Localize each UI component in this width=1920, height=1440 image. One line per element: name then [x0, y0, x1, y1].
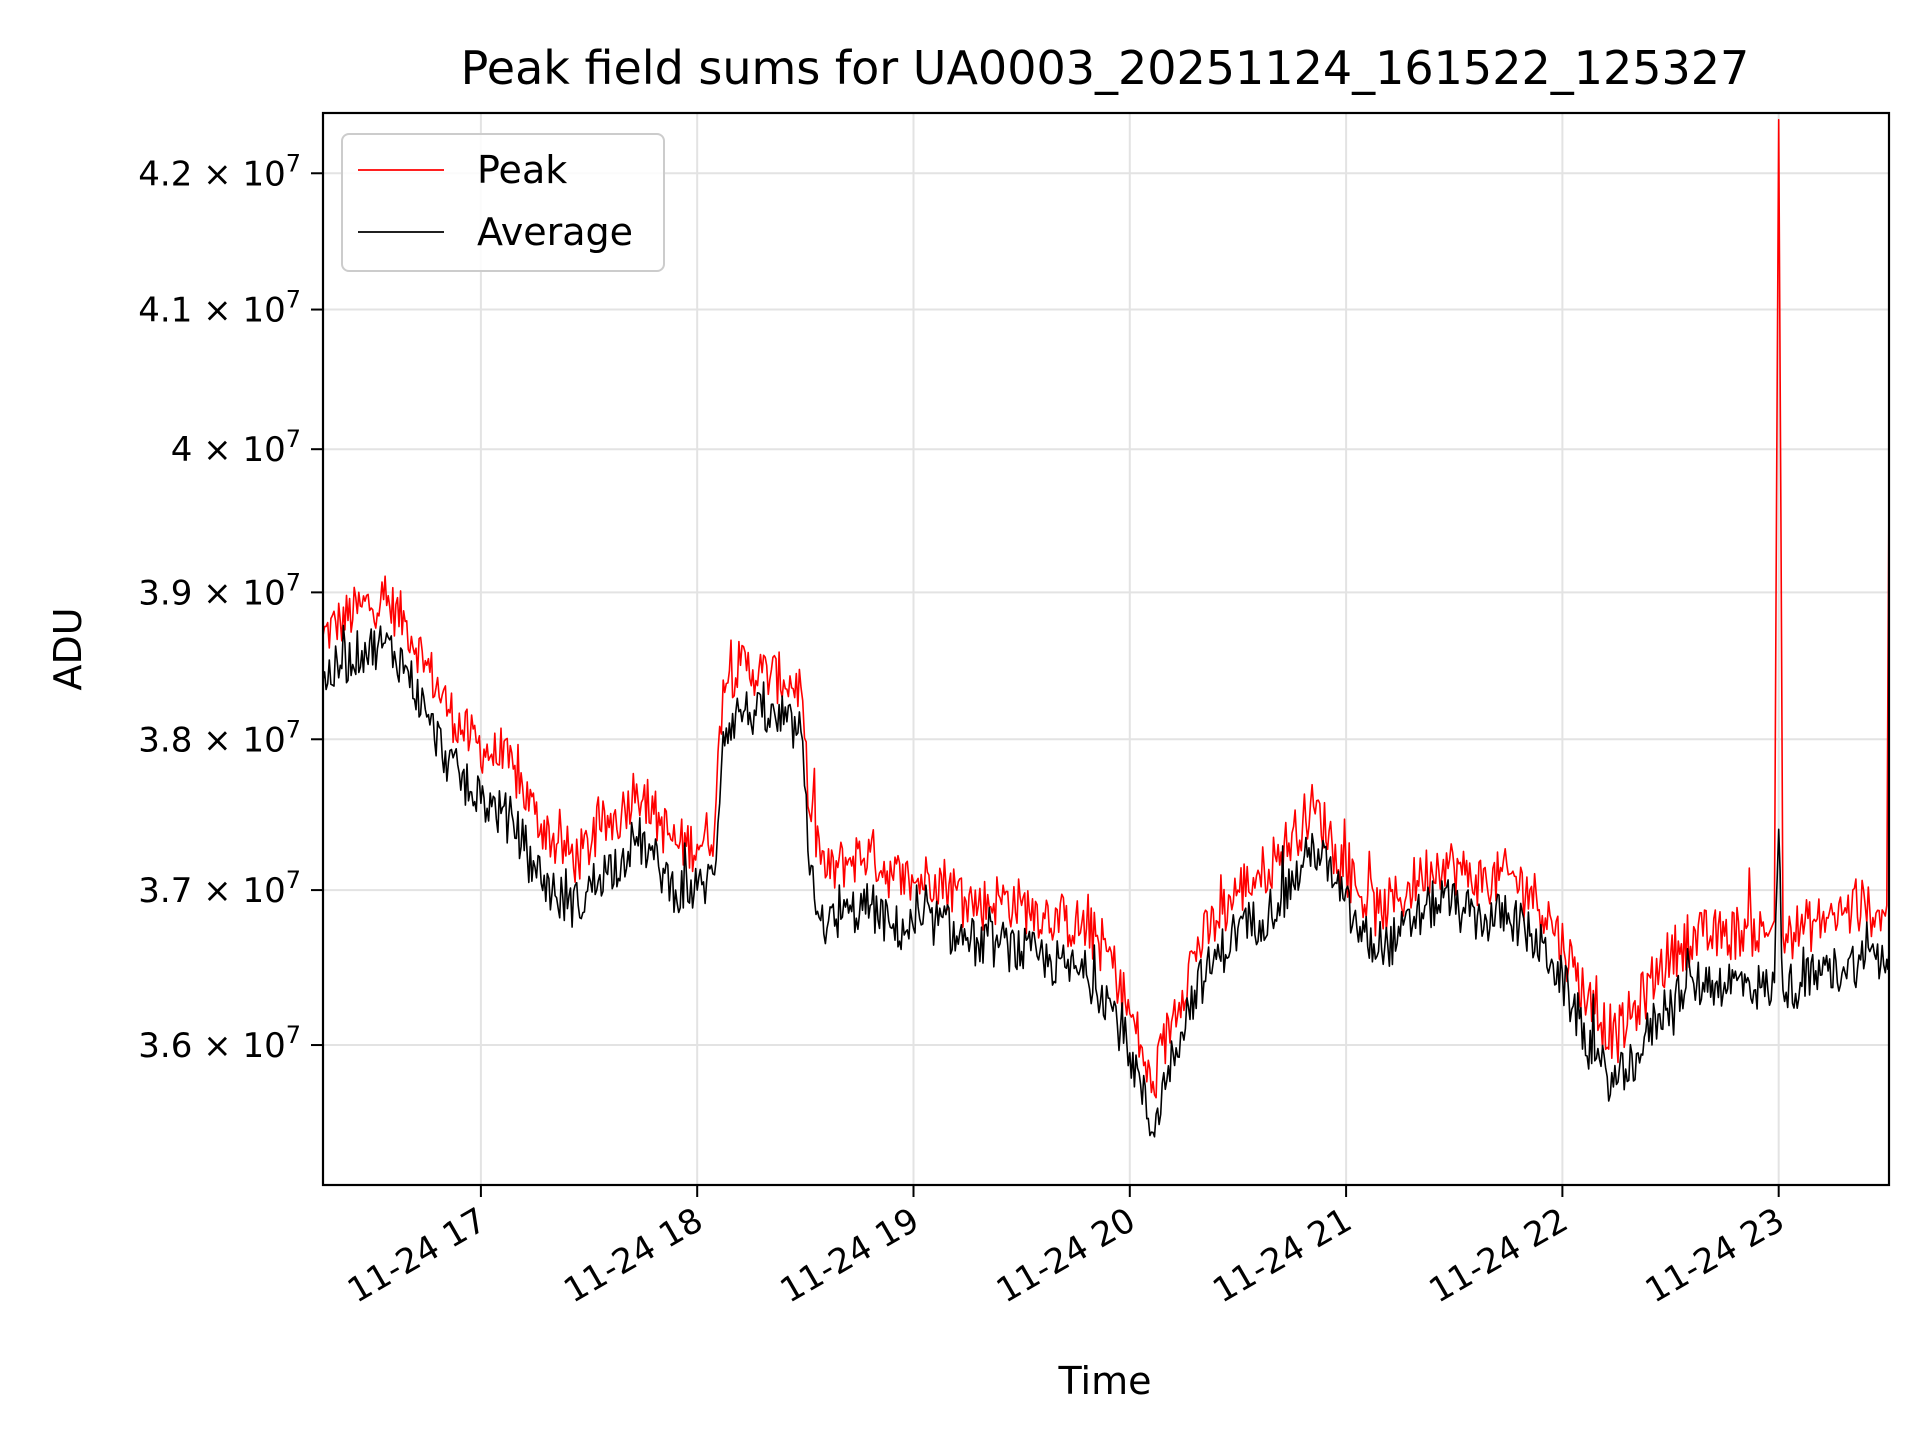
- average-series-line: [322, 624, 1890, 1138]
- y-tick-label: 3.6 × 107: [138, 1021, 301, 1066]
- chart-title: Peak field sums for UA0003_20251124_1615…: [461, 41, 1750, 95]
- legend-average-label: Average: [477, 210, 633, 254]
- y-tick-label: 4.1 × 107: [138, 286, 301, 331]
- x-axis-label: Time: [1058, 1359, 1152, 1403]
- y-tick-label: 4 × 107: [171, 425, 301, 470]
- y-tick-label: 3.8 × 107: [138, 715, 301, 760]
- legend: Peak Average: [341, 133, 665, 272]
- grid: [323, 113, 1889, 1185]
- plot-frame: [321, 111, 1891, 1187]
- y-axis-label: ADU: [46, 607, 90, 690]
- legend-peak-label: Peak: [477, 148, 567, 192]
- y-tick-label: 3.7 × 107: [138, 866, 301, 911]
- series-layer: [322, 118, 1890, 1138]
- peak-series-line: [322, 118, 1890, 1099]
- y-axis: 3.6 × 107 3.7 × 107 3.8 × 107 3.9 × 107 4 × …: [138, 149, 323, 1066]
- y-tick-label: 4.2 × 107: [138, 149, 301, 194]
- y-tick-label: 3.9 × 107: [138, 568, 301, 613]
- legend-box: [341, 133, 665, 272]
